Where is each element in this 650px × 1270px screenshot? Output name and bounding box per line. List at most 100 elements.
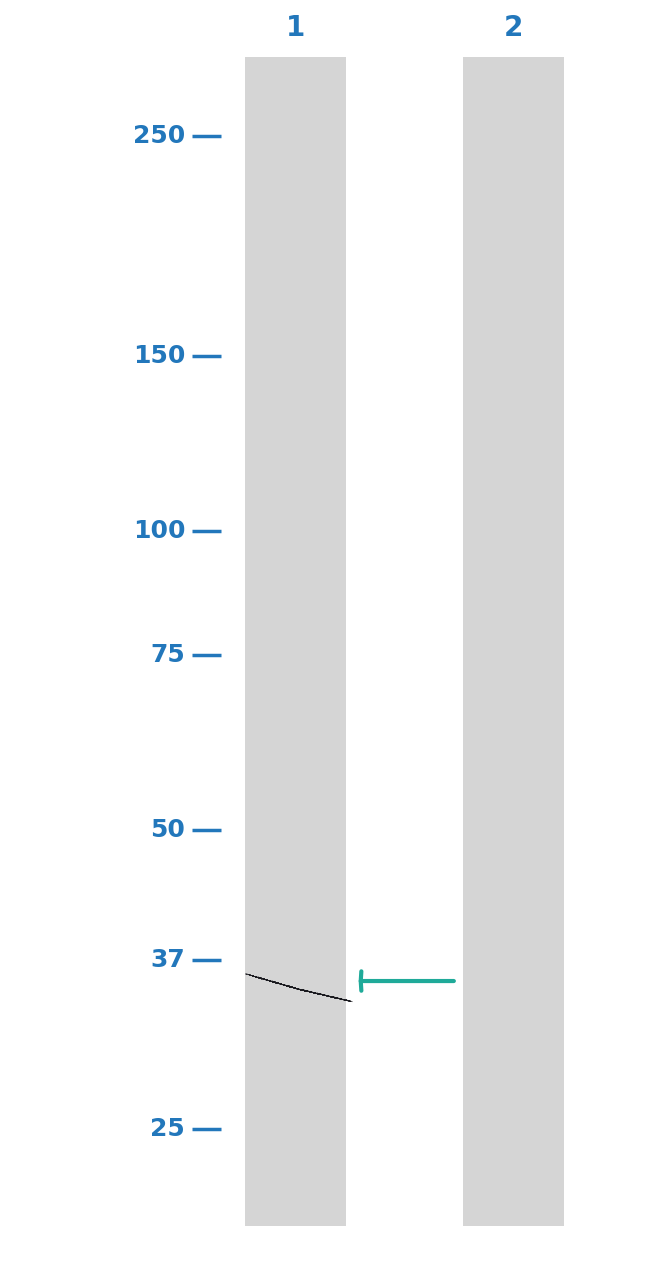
Bar [326, 996, 327, 997]
Bar [322, 994, 323, 996]
Bar [307, 991, 309, 992]
Bar [301, 989, 302, 991]
Bar [302, 989, 304, 991]
Bar [317, 993, 318, 994]
Bar [274, 982, 276, 983]
Bar [296, 988, 297, 989]
Bar [285, 984, 287, 986]
Bar [296, 988, 297, 989]
Bar [285, 984, 287, 986]
Bar [320, 993, 322, 994]
Bar [268, 980, 269, 982]
Bar [306, 991, 307, 992]
Bar [276, 982, 278, 983]
Bar [291, 987, 292, 988]
Bar [274, 982, 276, 983]
Bar [300, 989, 302, 991]
Bar [313, 992, 315, 993]
Bar [266, 979, 267, 980]
Bar [285, 984, 287, 986]
Bar [258, 977, 259, 978]
Bar [304, 989, 305, 991]
Bar [333, 997, 335, 998]
Bar [325, 994, 326, 996]
Bar [286, 984, 287, 986]
Bar [291, 987, 293, 988]
Bar [270, 980, 272, 982]
Bar [311, 992, 312, 993]
Bar [297, 989, 298, 991]
Bar [301, 989, 302, 991]
Bar [276, 982, 277, 983]
Bar [272, 982, 274, 983]
Bar [328, 996, 330, 997]
Bar [334, 997, 336, 998]
Bar [286, 986, 287, 987]
Bar [326, 996, 327, 997]
Bar [331, 996, 333, 997]
Bar [265, 979, 266, 980]
Bar [327, 994, 328, 996]
Bar [261, 978, 262, 979]
Bar [304, 989, 305, 991]
Bar [264, 978, 265, 979]
Bar [278, 983, 279, 984]
Bar [282, 984, 283, 986]
Bar [283, 984, 284, 986]
Bar [324, 994, 325, 996]
Bar [283, 984, 284, 986]
Bar [316, 993, 318, 994]
Bar [326, 994, 327, 996]
Bar [294, 987, 296, 989]
Bar [291, 987, 293, 988]
Bar [264, 978, 265, 979]
Bar [329, 996, 330, 997]
Bar [334, 997, 336, 998]
Bar [307, 991, 309, 992]
Bar [272, 980, 274, 982]
Bar [285, 986, 287, 987]
Bar [319, 994, 320, 996]
Bar [315, 992, 317, 993]
Bar [297, 988, 298, 989]
Bar [307, 991, 309, 992]
Bar [299, 988, 300, 989]
Bar [276, 983, 278, 984]
Bar [288, 987, 290, 988]
Bar [328, 996, 330, 997]
Bar [298, 989, 299, 991]
Bar [328, 996, 330, 997]
Bar [333, 997, 335, 998]
Bar [291, 987, 293, 988]
Bar [333, 997, 335, 998]
Bar [292, 987, 294, 988]
Bar [309, 991, 310, 992]
Bar [317, 993, 318, 994]
Bar [297, 988, 298, 989]
Bar [309, 991, 310, 992]
Bar [329, 996, 330, 997]
Bar [322, 994, 324, 996]
Bar [319, 993, 320, 994]
Bar [270, 980, 272, 982]
Bar [301, 989, 302, 991]
Bar [329, 996, 330, 997]
Bar [315, 992, 317, 993]
Bar [281, 984, 282, 986]
Bar [298, 989, 299, 991]
Bar [301, 989, 302, 991]
Bar [317, 993, 318, 994]
Bar [307, 991, 309, 993]
Bar [298, 988, 299, 989]
Bar [286, 984, 287, 986]
Bar [306, 991, 307, 992]
Bar [261, 978, 262, 979]
Bar [271, 982, 272, 983]
Bar [261, 978, 262, 979]
Bar [327, 996, 328, 997]
Bar [324, 994, 325, 996]
Bar [284, 986, 285, 987]
Bar [261, 978, 262, 979]
Bar [264, 979, 265, 980]
Bar [322, 993, 323, 994]
